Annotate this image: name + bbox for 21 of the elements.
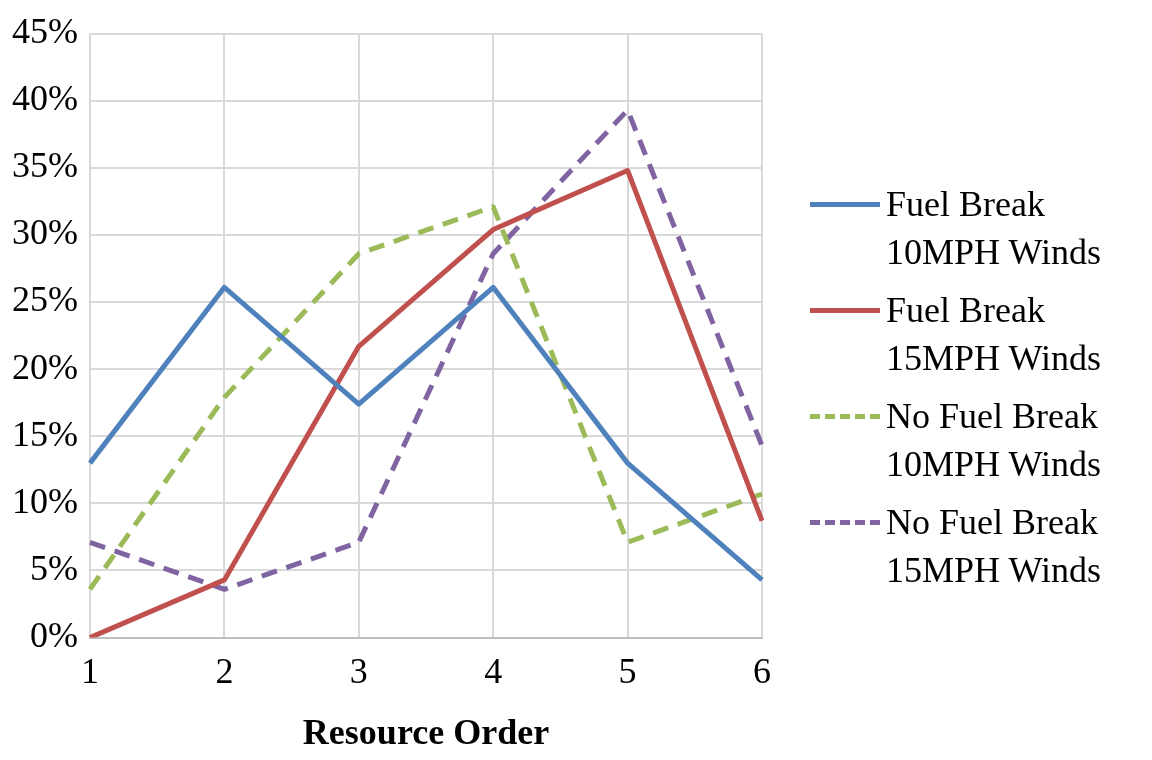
x-tick-label: 1 [80, 650, 99, 691]
x-axis-title: Resource Order [302, 711, 550, 752]
y-tick-label: 5% [29, 547, 78, 588]
legend-label: No Fuel Break 15MPH Winds [886, 501, 1102, 592]
y-tick-label: 25% [11, 279, 78, 320]
legend-label: Fuel Break 15MPH Winds [886, 289, 1102, 380]
x-tick-label: 4 [484, 650, 503, 691]
y-tick-label: 30% [11, 212, 78, 253]
legend-label: Fuel Break 10MPH Winds [886, 183, 1102, 274]
x-tick-label: 2 [215, 650, 234, 691]
y-tick-label: 40% [11, 78, 78, 119]
x-tick-label: 3 [349, 650, 368, 691]
y-tick-label: 20% [11, 346, 78, 387]
x-tick-label: 6 [753, 650, 771, 691]
legend-label: No Fuel Break 10MPH Winds [886, 395, 1102, 486]
y-tick-label: 45% [11, 11, 78, 52]
y-tick-label: 35% [11, 145, 78, 186]
y-tick-label: 0% [29, 615, 78, 656]
x-tick-label: 5 [618, 650, 637, 691]
y-tick-label: 15% [11, 413, 78, 454]
y-tick-label: 10% [11, 480, 78, 521]
